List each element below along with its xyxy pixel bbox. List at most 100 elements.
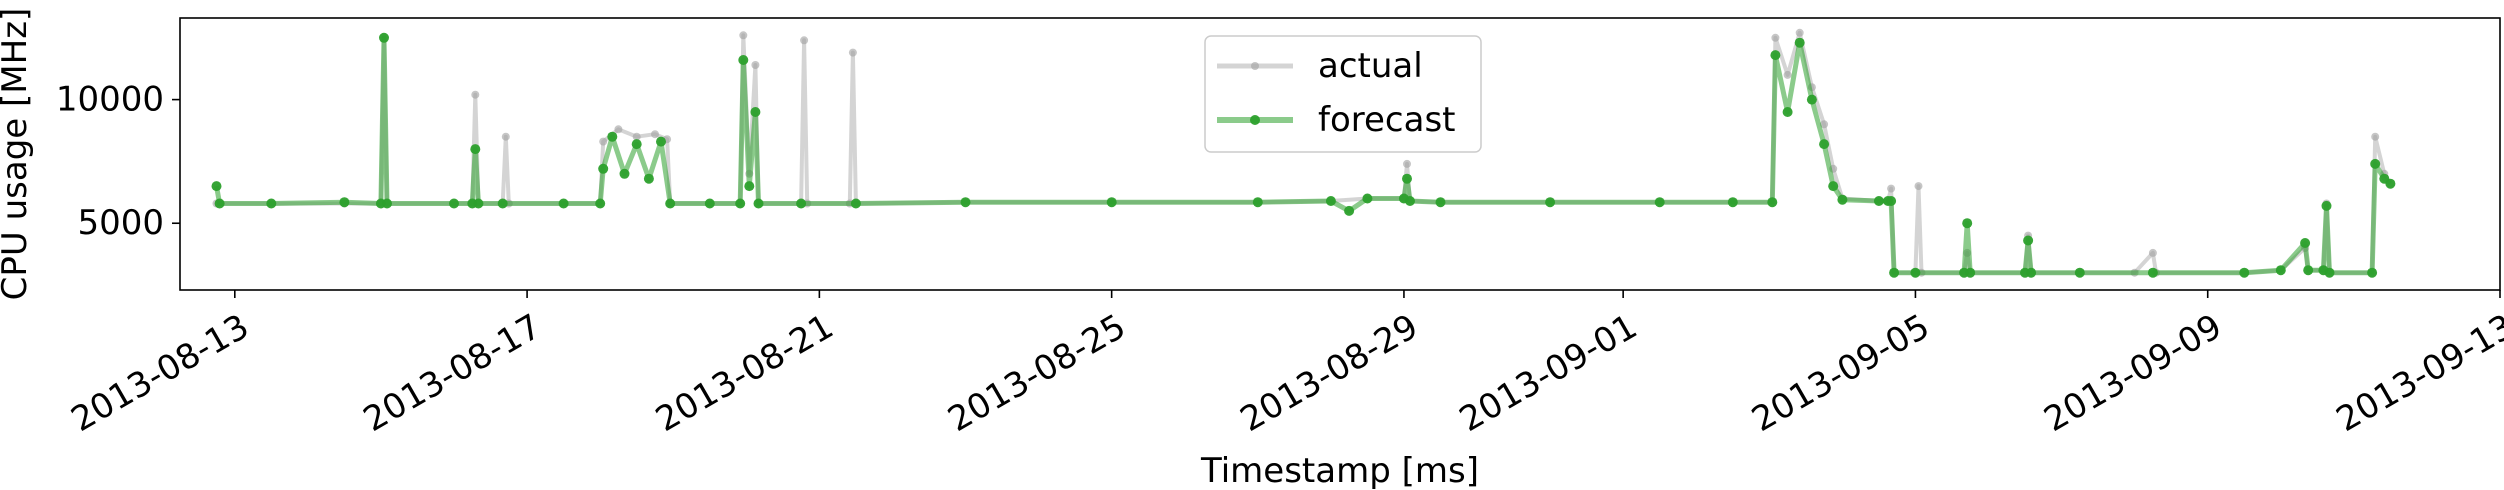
data-point-forecast (1965, 267, 1976, 278)
y-tick-label: 5000 (77, 203, 164, 243)
data-point-forecast (2026, 267, 2037, 278)
data-point-forecast (796, 198, 807, 209)
data-point-actual (1771, 33, 1780, 42)
data-point-actual (1403, 159, 1411, 168)
data-point-actual (614, 125, 623, 134)
data-point-actual (1914, 182, 1923, 191)
data-point-forecast (607, 131, 618, 142)
legend-label-actual: actual (1318, 46, 1423, 86)
y-ticks: 5000 10000 (56, 80, 180, 243)
data-point-forecast (2367, 267, 2378, 278)
data-point-forecast (1886, 196, 1897, 206)
data-point-forecast (595, 198, 606, 209)
data-point-forecast (214, 198, 225, 209)
data-point-forecast (266, 198, 277, 209)
data-point-forecast (2300, 238, 2311, 248)
plot-frame (179, 17, 2501, 291)
data-point-forecast (1782, 107, 1793, 117)
data-point-forecast (1889, 267, 1900, 278)
data-point-actual (599, 137, 608, 146)
data-point-actual (2148, 248, 2157, 257)
data-point-forecast (558, 198, 569, 209)
data-point-actual (800, 36, 809, 45)
data-point-forecast (2074, 267, 2085, 278)
data-point-forecast (960, 197, 971, 208)
x-tick-label: 2013-08-21 (649, 307, 840, 440)
data-point-forecast (382, 198, 392, 209)
data-point-forecast (449, 198, 459, 209)
x-tick-label: 2013-08-29 (1234, 307, 1425, 440)
data-point-forecast (497, 198, 508, 209)
data-point-forecast (1727, 197, 1738, 208)
data-point-forecast (1770, 50, 1781, 61)
data-point-forecast (744, 181, 755, 192)
data-point-forecast (470, 144, 481, 155)
data-point-forecast (1654, 197, 1665, 208)
data-point-forecast (2275, 265, 2286, 276)
y-axis-label: CPU usage [MHz] (0, 8, 35, 301)
data-point-forecast (1344, 205, 1355, 216)
legend-marker-forecast (1250, 115, 1260, 125)
data-point-forecast (656, 136, 666, 147)
data-point-actual (1783, 70, 1792, 79)
data-point-actual (471, 90, 480, 99)
data-point-forecast (738, 55, 749, 65)
data-point-forecast (2239, 267, 2250, 278)
data-point-forecast (643, 173, 654, 184)
data-point-forecast (1405, 196, 1415, 206)
data-point-forecast (1435, 197, 1446, 208)
data-point-forecast (850, 198, 861, 209)
data-point-forecast (2370, 158, 2381, 169)
data-point-forecast (1106, 197, 1117, 208)
data-point-actual (501, 132, 510, 141)
series-line-forecast (214, 35, 2392, 276)
data-point-forecast (1767, 197, 1778, 208)
data-point-forecast (1873, 196, 1884, 206)
data-point-forecast (1910, 267, 1921, 278)
legend: actual forecast (1204, 35, 1482, 153)
data-point-forecast (704, 198, 715, 209)
data-point-forecast (473, 198, 484, 209)
data-point-forecast (1828, 181, 1839, 192)
data-point-actual (751, 61, 760, 69)
data-point-forecast (1962, 218, 1973, 229)
legend-label-forecast: forecast (1318, 100, 1456, 140)
data-point-forecast (379, 32, 389, 43)
data-point-actual (2371, 132, 2380, 141)
series-layer (211, 28, 2396, 278)
data-point-forecast (750, 107, 761, 117)
data-point-actual (1795, 28, 1804, 37)
data-point-forecast (1819, 139, 1830, 150)
data-point-actual (1820, 120, 1829, 129)
data-point-forecast (2303, 265, 2314, 276)
data-point-forecast (2147, 267, 2158, 278)
x-tick-label: 2013-08-13 (65, 307, 256, 440)
x-ticks: 2013-08-13 2013-08-17 2013-08-21 2013-08-25… (65, 290, 2504, 440)
x-tick-label: 2013-08-25 (941, 307, 1132, 440)
data-point-forecast (631, 139, 642, 150)
legend-marker-actual (1251, 62, 1259, 70)
data-point-forecast (753, 198, 764, 209)
data-point-forecast (1837, 194, 1848, 205)
data-point-actual (1887, 184, 1896, 193)
data-point-forecast (2324, 267, 2335, 278)
x-tick-label: 2013-09-01 (1453, 307, 1644, 440)
y-tick-label: 10000 (56, 80, 164, 120)
data-point-forecast (1325, 196, 1336, 206)
data-point-forecast (2023, 235, 2034, 246)
data-point-actual (739, 31, 748, 40)
data-point-forecast (665, 198, 676, 209)
data-point-forecast (2385, 178, 2396, 189)
x-tick-label: 2013-09-09 (2037, 307, 2228, 440)
series-points-forecast (211, 32, 2396, 278)
data-point-forecast (735, 198, 746, 209)
x-tick-label: 2013-08-17 (357, 307, 548, 440)
data-point-forecast (1806, 94, 1817, 105)
data-point-forecast (1362, 193, 1373, 204)
x-axis-label: Timestamp [ms] (1200, 451, 1479, 490)
data-point-forecast (1794, 37, 1805, 48)
x-tick-label: 2013-09-05 (1745, 307, 1936, 440)
data-point-forecast (1252, 197, 1263, 208)
